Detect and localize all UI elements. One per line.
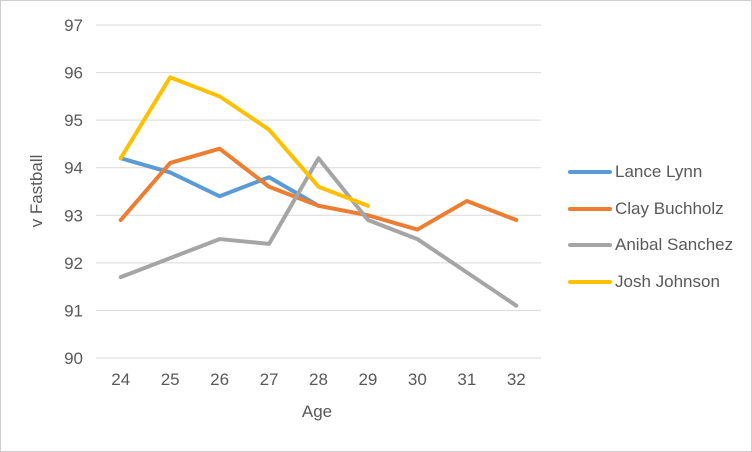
legend-label: Josh Johnson [615,272,720,292]
series-line-lance-lynn[interactable] [118,156,321,208]
gridlines-group [96,24,541,359]
legend-item-clay-buchholz[interactable]: Clay Buchholz [568,191,733,228]
x-tick-label: 32 [507,370,526,389]
y-axis-title: v Fastball [27,155,46,228]
x-tick-label: 26 [210,370,229,389]
x-tick-label: 30 [408,370,427,389]
legend-label: Anibal Sanchez [615,235,734,255]
legend-item-josh-johnson[interactable]: Josh Johnson [568,264,733,301]
y-tick-label: 91 [64,301,83,320]
legend-marker-lance-lynn [568,170,612,175]
y-tick-label: 95 [64,111,83,130]
series-line-josh-johnson[interactable] [118,75,370,208]
legend: Lance Lynn Clay Buchholz Anibal Sanchez Jos… [568,154,733,300]
x-tick-label: 28 [309,370,328,389]
x-axis-tick-labels: 24 25 26 27 28 29 30 31 32 [111,370,525,389]
x-tick-label: 29 [358,370,377,389]
y-tick-label: 97 [64,16,83,35]
y-axis-tick-labels: 90 91 92 93 94 95 96 97 [64,16,83,368]
legend-item-lance-lynn[interactable]: Lance Lynn [568,154,733,191]
x-tick-label: 31 [457,370,476,389]
legend-item-anibal-sanchez[interactable]: Anibal Sanchez [568,227,733,264]
x-axis-title: Age [302,402,332,421]
legend-marker-josh-johnson [568,280,612,285]
x-tick-label: 24 [111,370,130,389]
legend-marker-anibal-sanchez [568,243,612,248]
y-tick-label: 96 [64,64,83,83]
legend-label: Lance Lynn [615,162,703,182]
y-tick-label: 90 [64,349,83,368]
y-tick-label: 94 [64,159,83,178]
y-tick-label: 92 [64,254,83,273]
series-line-anibal-sanchez[interactable] [118,156,519,308]
y-tick-label: 93 [64,206,83,225]
series-lines-group [118,75,519,308]
legend-marker-clay-buchholz [568,206,612,211]
x-tick-label: 25 [161,370,180,389]
legend-label: Clay Buchholz [615,198,724,218]
series-line-clay-buchholz[interactable] [118,146,519,232]
x-tick-label: 27 [260,370,279,389]
